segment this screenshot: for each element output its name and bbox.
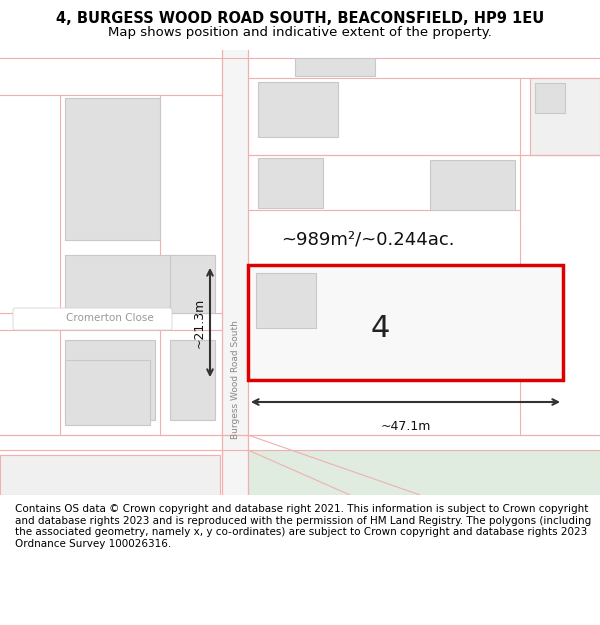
- Text: ~989m²/~0.244ac.: ~989m²/~0.244ac.: [281, 231, 454, 249]
- Text: Cromerton Close: Cromerton Close: [66, 313, 154, 323]
- Text: ~21.3m: ~21.3m: [193, 298, 206, 348]
- Bar: [0, 455, 220, 495]
- Text: ~47.1m: ~47.1m: [380, 420, 431, 433]
- Bar: [530, 78, 600, 155]
- Text: Burgess Wood Road South: Burgess Wood Road South: [230, 321, 239, 439]
- Text: Contains OS data © Crown copyright and database right 2021. This information is : Contains OS data © Crown copyright and d…: [15, 504, 591, 549]
- Bar: [222, 50, 248, 495]
- Polygon shape: [248, 450, 600, 495]
- Bar: [295, 58, 375, 76]
- Bar: [65, 255, 175, 313]
- Text: 4: 4: [371, 314, 390, 342]
- Bar: [65, 360, 150, 425]
- Bar: [65, 340, 155, 420]
- Bar: [65, 98, 160, 240]
- FancyBboxPatch shape: [13, 308, 172, 330]
- Bar: [256, 273, 316, 328]
- Bar: [258, 158, 323, 208]
- Bar: [258, 82, 338, 137]
- Text: Map shows position and indicative extent of the property.: Map shows position and indicative extent…: [108, 26, 492, 39]
- Bar: [170, 340, 215, 420]
- Bar: [535, 83, 565, 113]
- Text: 4, BURGESS WOOD ROAD SOUTH, BEACONSFIELD, HP9 1EU: 4, BURGESS WOOD ROAD SOUTH, BEACONSFIELD…: [56, 11, 544, 26]
- Bar: [430, 160, 515, 210]
- Bar: [248, 265, 563, 380]
- Bar: [170, 255, 215, 313]
